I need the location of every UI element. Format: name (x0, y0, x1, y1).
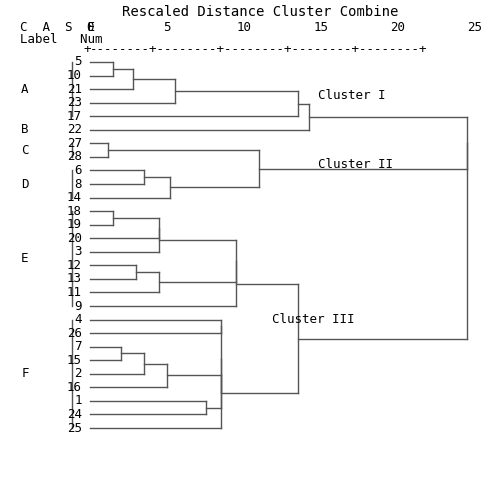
Text: 22: 22 (67, 123, 82, 136)
Text: 15: 15 (67, 354, 82, 367)
Text: 10: 10 (236, 22, 252, 34)
Text: D: D (21, 177, 29, 191)
Text: 28: 28 (67, 150, 82, 163)
Text: Cluster III: Cluster III (272, 313, 354, 326)
Text: 11: 11 (67, 286, 82, 299)
Text: 10: 10 (67, 69, 82, 82)
Text: 25: 25 (468, 22, 482, 34)
Text: A: A (21, 83, 29, 96)
Text: 7: 7 (74, 340, 82, 353)
Text: 25: 25 (67, 421, 82, 435)
Text: 1: 1 (74, 394, 82, 407)
Text: C  A  S  E: C A S E (20, 22, 95, 34)
Text: 12: 12 (67, 259, 82, 272)
Text: 2: 2 (74, 368, 82, 380)
Text: 21: 21 (67, 83, 82, 96)
Text: 13: 13 (67, 272, 82, 285)
Text: C: C (21, 144, 29, 157)
Text: 23: 23 (67, 96, 82, 109)
Text: 18: 18 (67, 205, 82, 218)
Text: 26: 26 (67, 327, 82, 340)
Text: 16: 16 (67, 381, 82, 394)
Text: 3: 3 (74, 245, 82, 258)
Text: 19: 19 (67, 218, 82, 231)
Text: Label   Num: Label Num (20, 33, 102, 47)
Text: 0: 0 (86, 22, 94, 34)
Text: 20: 20 (390, 22, 406, 34)
Text: Rescaled Distance Cluster Combine: Rescaled Distance Cluster Combine (122, 5, 398, 19)
Text: 6: 6 (74, 164, 82, 177)
Text: 5: 5 (74, 55, 82, 69)
Text: 24: 24 (67, 408, 82, 421)
Text: 8: 8 (74, 177, 82, 191)
Text: --------+--------+--------+--------+--------+: --------+--------+--------+--------+----… (90, 44, 428, 56)
Text: 20: 20 (67, 232, 82, 245)
Text: Cluster II: Cluster II (318, 158, 393, 171)
Text: 15: 15 (314, 22, 328, 34)
Text: 27: 27 (67, 137, 82, 150)
Text: F: F (21, 368, 29, 380)
Text: 4: 4 (74, 313, 82, 326)
Text: 14: 14 (67, 191, 82, 204)
Text: B: B (21, 123, 29, 136)
Text: 9: 9 (74, 299, 82, 313)
Text: E: E (21, 252, 29, 265)
Text: +: + (83, 44, 91, 56)
Text: 5: 5 (163, 22, 171, 34)
Text: Cluster I: Cluster I (318, 89, 386, 102)
Text: 17: 17 (67, 110, 82, 122)
